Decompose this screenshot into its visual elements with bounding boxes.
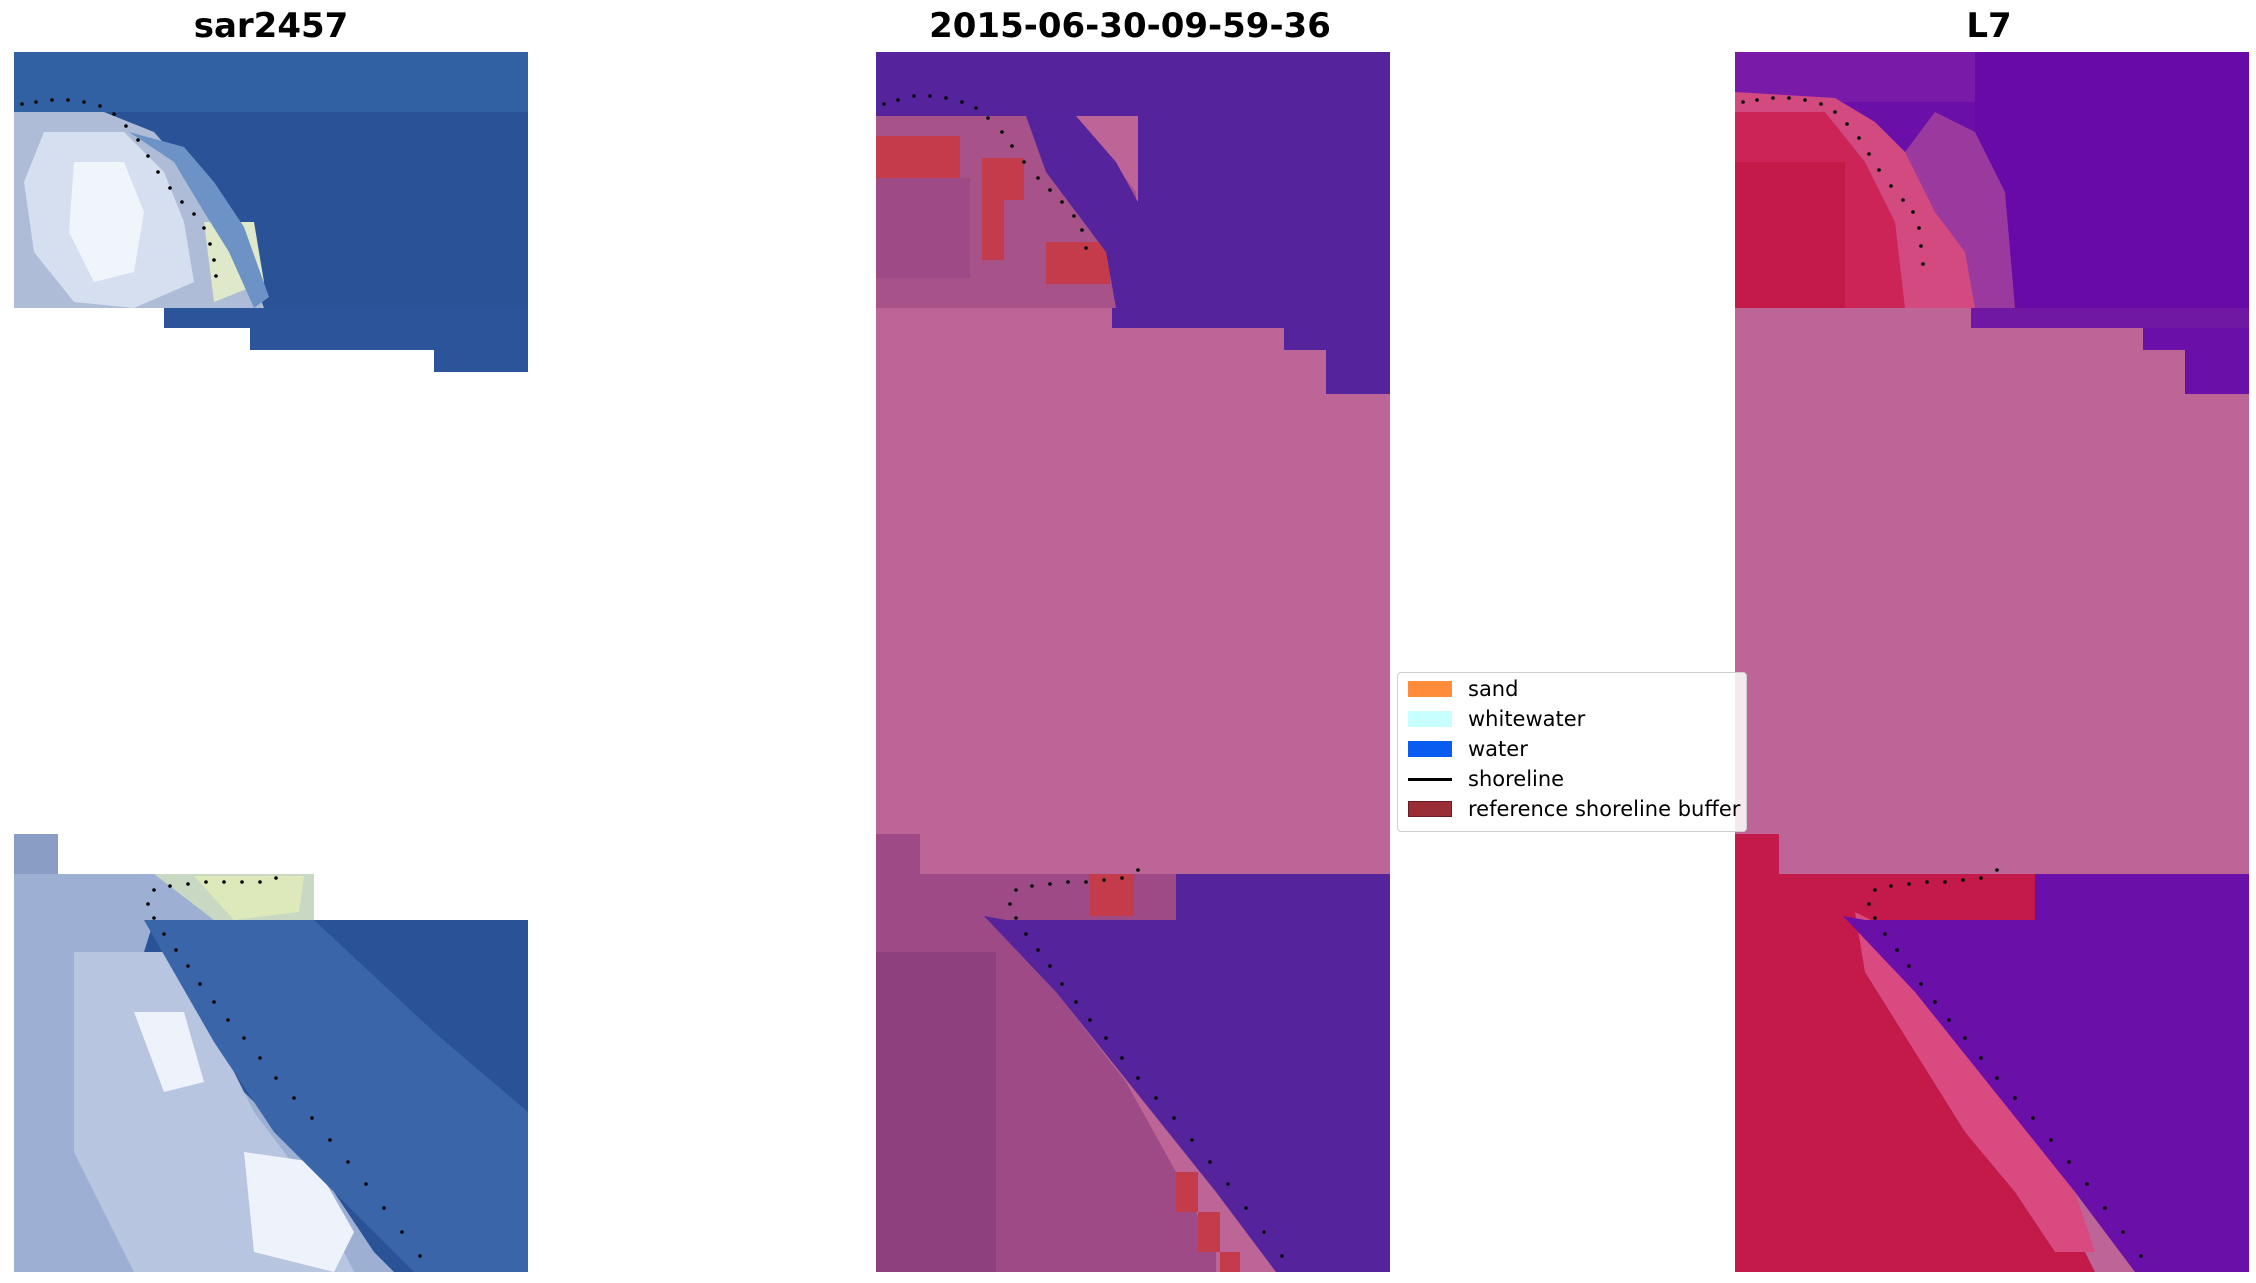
legend-label-sand: sand <box>1468 677 1519 701</box>
index-bottom <box>1735 834 2249 1272</box>
rgb-shoreline <box>20 98 422 1258</box>
panel-title-classified: 2015-06-30-09-59-36 <box>929 6 1331 46</box>
legend-item-sand: sand <box>1408 675 1518 703</box>
index-top <box>1735 52 2249 394</box>
legend-item-water: water <box>1408 735 1528 763</box>
legend: sand whitewater water shoreline referenc… <box>1397 672 1747 832</box>
water-swatch <box>1408 741 1452 757</box>
shoreline-line-sample <box>1408 777 1452 781</box>
whitewater-swatch <box>1408 711 1452 727</box>
legend-label-reference-buffer: reference shoreline buffer <box>1468 797 1741 821</box>
reference-buffer-swatch <box>1408 801 1452 817</box>
panel-title-index: L7 <box>1966 6 2012 46</box>
legend-label-water: water <box>1468 737 1528 761</box>
index-image-panel <box>1735 52 2249 1272</box>
classified-shoreline <box>882 94 1284 1258</box>
classified-bottom <box>876 834 1390 1272</box>
classified-image-panel <box>876 52 1390 1272</box>
rgb-image-panel <box>14 52 528 1272</box>
classified-top <box>876 52 1390 394</box>
legend-item-reference-buffer: reference shoreline buffer <box>1408 795 1740 823</box>
rgb-nodata-gap <box>14 392 528 834</box>
rgb-image-top <box>14 52 528 392</box>
rgb-image-bottom <box>14 834 528 1272</box>
index-shoreline <box>1741 96 2143 1258</box>
panel-title-rgb: sar2457 <box>193 6 349 46</box>
legend-item-whitewater: whitewater <box>1408 705 1585 733</box>
legend-item-shoreline: shoreline <box>1408 765 1564 793</box>
legend-label-whitewater: whitewater <box>1468 707 1586 731</box>
sand-swatch <box>1408 681 1452 697</box>
legend-label-shoreline: shoreline <box>1468 767 1565 791</box>
